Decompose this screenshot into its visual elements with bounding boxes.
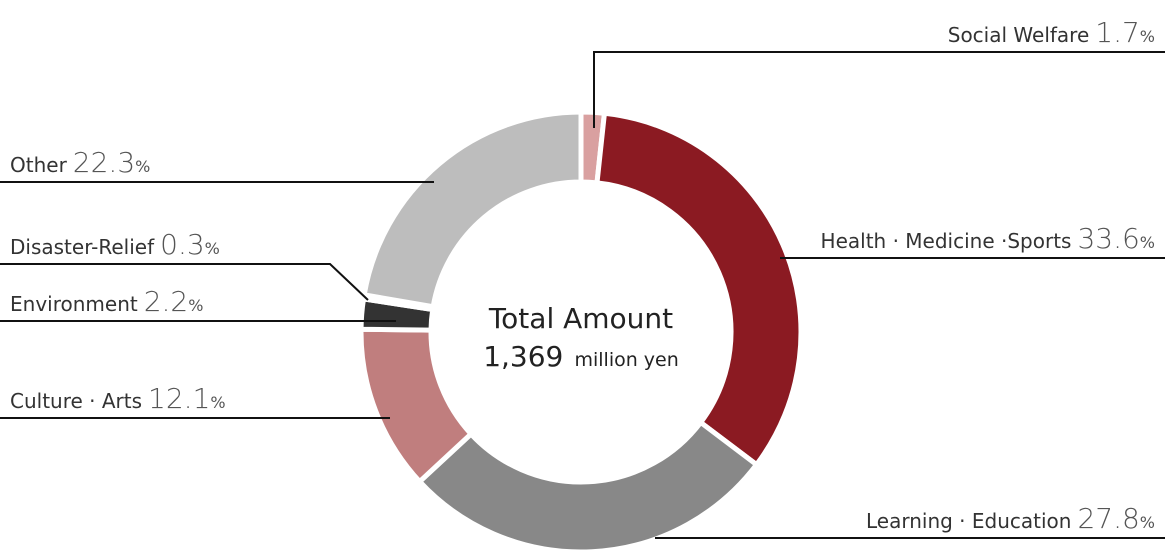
slice-label-other: Other 22.3%	[10, 146, 150, 179]
slices-layer	[358, 109, 804, 553]
slice-label-name: Other	[10, 153, 68, 177]
slice-label-name: Health · Medicine ·Sports	[821, 229, 1072, 253]
slice-label-name: Social Welfare	[948, 23, 1090, 47]
slice-label-value: 12.1	[148, 382, 210, 415]
center-title: Total Amount	[488, 302, 673, 335]
slice-label-value: 0.3	[160, 228, 205, 261]
slice-label-name: Disaster-Relief	[10, 235, 155, 259]
slice-label-unit: %	[188, 296, 203, 315]
slice-label-unit: %	[205, 239, 220, 258]
slice-label-environment: Environment 2.2%	[10, 285, 203, 318]
slice-label-value: 22.3	[73, 146, 135, 179]
slice-other	[361, 109, 584, 310]
slice-label-value: 33.6	[1077, 222, 1139, 255]
slice-label-unit: %	[1140, 233, 1155, 252]
slice-label-unit: %	[1140, 513, 1155, 532]
slice-label-disaster-relief: Disaster-Relief 0.3%	[10, 228, 220, 261]
slice-learning-education	[416, 418, 761, 553]
slice-label-name: Learning · Education	[866, 509, 1071, 533]
leader-lines-layer	[0, 51, 1165, 539]
slice-labels-layer: Social Welfare 1.7%Health · Medicine ·Spo…	[10, 16, 1155, 535]
slice-label-social-welfare: Social Welfare 1.7%	[948, 16, 1155, 49]
slice-label-unit: %	[1140, 27, 1155, 46]
slice-label-value: 2.2	[144, 285, 189, 318]
slice-label-name: Culture · Arts	[10, 389, 142, 413]
center-total: 1,369 million yen	[483, 340, 679, 373]
slice-label-health-medicine-sports: Health · Medicine ·Sports 33.6%	[821, 222, 1155, 255]
slice-label-value: 27.8	[1077, 502, 1139, 535]
center-unit: million yen	[574, 349, 678, 371]
slice-label-unit: %	[210, 393, 225, 412]
slice-health-medicine-sports	[594, 110, 804, 469]
slice-label-culture-arts: Culture · Arts 12.1%	[10, 382, 226, 415]
leader-line-disaster-relief	[0, 263, 369, 301]
slice-label-value: 1.7	[1095, 16, 1140, 49]
slice-label-learning-education: Learning · Education 27.8%	[866, 502, 1155, 535]
slice-label-name: Environment	[10, 292, 138, 316]
center-amount: 1,369	[483, 340, 563, 373]
leader-line-social-welfare	[593, 51, 1165, 128]
slice-label-unit: %	[135, 157, 150, 176]
